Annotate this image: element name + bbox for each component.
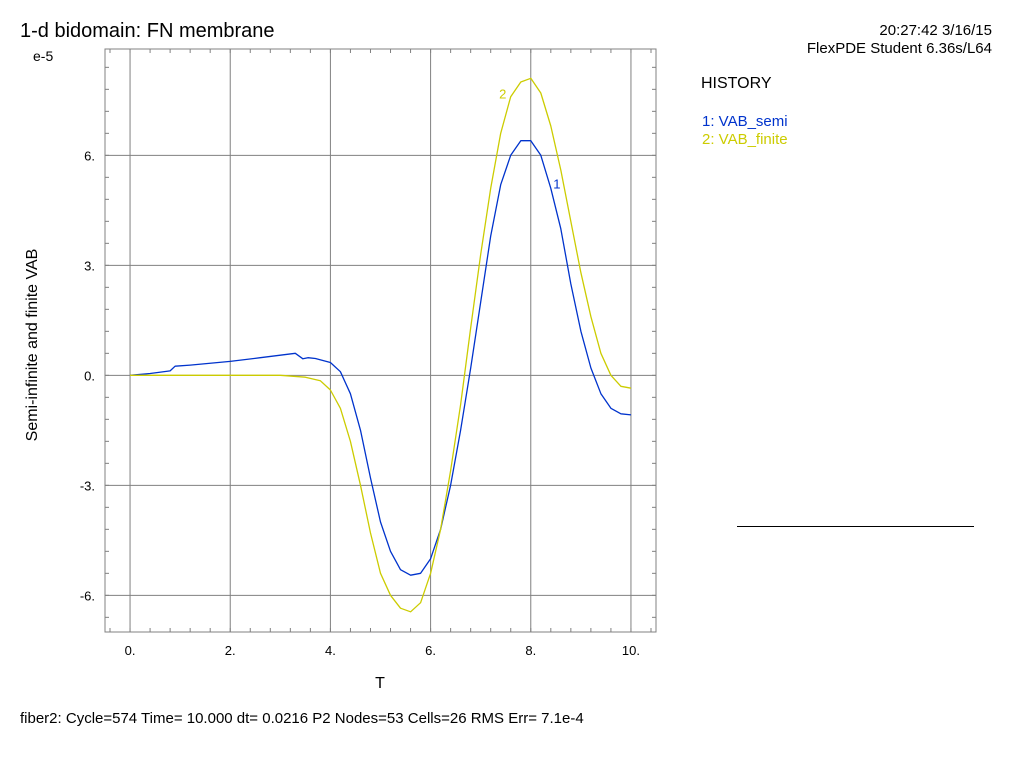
legend-entry-vab-semi: 1: VAB_semi: [702, 113, 788, 130]
y-tick-label: -3.: [80, 478, 95, 493]
y-exponent-label: e-5: [33, 48, 54, 64]
legend-heading: HISTORY: [701, 75, 772, 92]
status-line: fiber2: Cycle=574 Time= 10.000 dt= 0.021…: [20, 710, 584, 727]
y-tick-label: 3.: [84, 258, 95, 273]
series-line-vab-semi: [129, 140, 632, 576]
legend-entry-vab-finite: 2: VAB_finite: [702, 131, 788, 148]
x-tick-label: 4.: [325, 643, 336, 658]
x-tick-label: 2.: [225, 643, 236, 658]
timestamp: 20:27:42 3/16/15: [879, 22, 992, 39]
y-tick-label: -6.: [80, 588, 95, 603]
plot-frame: [104, 48, 657, 633]
product-version: FlexPDE Student 6.36s/L64: [806, 40, 992, 57]
x-tick-label: 6.: [425, 643, 436, 658]
series-marker-label: 2: [499, 87, 506, 102]
series-line-vab-finite: [130, 77, 632, 613]
series-marker-label: 1: [553, 176, 560, 191]
chart-title: 1-d bidomain: FN membrane: [20, 20, 275, 42]
x-tick-label: 8.: [525, 643, 536, 658]
y-tick-label: 6.: [84, 148, 95, 163]
x-axis-label: T: [375, 675, 385, 692]
x-tick-label: 0.: [125, 643, 136, 658]
y-tick-label: 0.: [84, 368, 95, 383]
x-tick-label: 10.: [622, 643, 640, 658]
separator-line: [737, 526, 974, 527]
